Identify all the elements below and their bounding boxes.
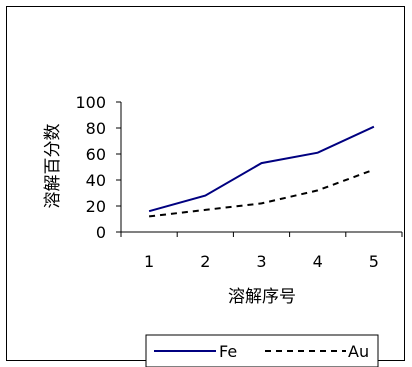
legend-fe-label: Fe <box>219 342 237 361</box>
x-tick-label: 1 <box>144 252 154 271</box>
x-tick-label: 3 <box>256 252 266 271</box>
legend-au-label: Au <box>348 342 369 361</box>
x-tick-label: 5 <box>369 252 379 271</box>
x-axis-ticks: 1 2 3 4 5 <box>120 232 403 271</box>
x-tick-label: 4 <box>313 252 323 271</box>
y-tick-label: 100 <box>75 93 106 112</box>
x-axis-title: 溶解序号 <box>228 287 296 307</box>
y-axis-ticks: 0 20 40 60 80 100 <box>75 93 121 242</box>
y-tick-label: 20 <box>86 197 106 216</box>
series-lines <box>148 125 375 218</box>
y-tick-label: 0 <box>96 223 106 242</box>
y-tick-label: 80 <box>86 119 106 138</box>
y-axis-title: 溶解百分数 <box>43 124 63 209</box>
series-line-au <box>148 168 375 218</box>
y-tick-label: 60 <box>86 145 106 164</box>
legend: Fe Au <box>145 334 379 367</box>
y-tick-label: 40 <box>86 171 106 190</box>
x-tick-label: 2 <box>200 252 210 271</box>
series-line-fe <box>148 125 375 213</box>
axes <box>120 102 402 233</box>
